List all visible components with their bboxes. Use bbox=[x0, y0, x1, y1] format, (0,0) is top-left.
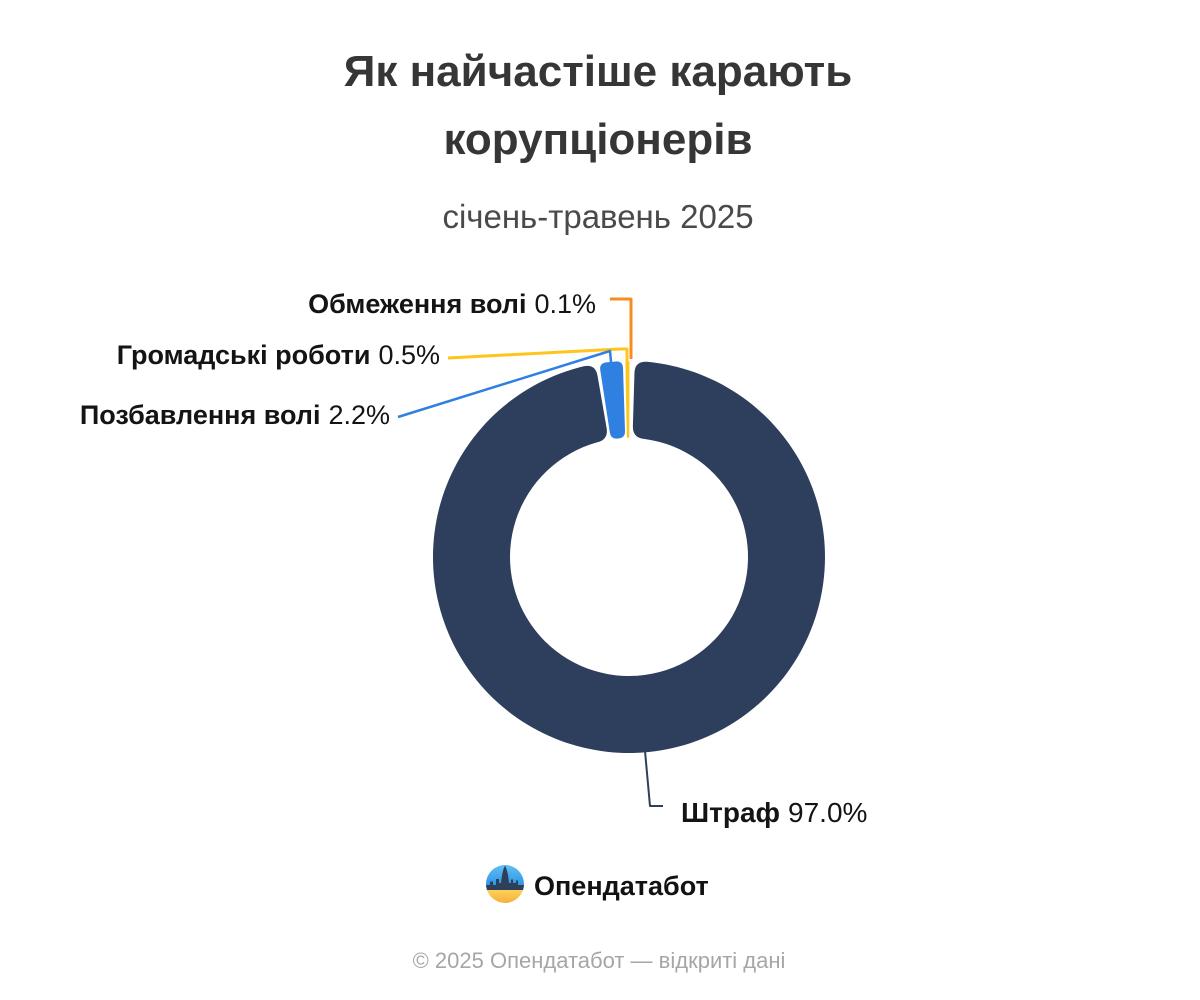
slice-hromadski-roboty bbox=[625, 361, 630, 439]
callout-obmezhennia-value: 0.1% bbox=[534, 289, 596, 319]
opendatabot-logo: Опендатабот bbox=[486, 865, 709, 903]
page-subtitle: січень-травень 2025 bbox=[442, 198, 753, 235]
callout-pozbavlennia-value: 2.2% bbox=[328, 400, 390, 430]
logo-flag-yellow bbox=[486, 886, 524, 903]
slice-pozbavlennia-voli bbox=[600, 361, 626, 439]
callout-hromadski-name: Громадські роботи bbox=[117, 340, 371, 370]
callout-pozbavlennia: Позбавлення волі 2.2% bbox=[80, 400, 390, 430]
footer-copyright: © 2025 Опендатабот — відкриті дані bbox=[413, 948, 786, 973]
donut-chart bbox=[432, 361, 825, 754]
leader-line-hromadski bbox=[447, 347, 629, 361]
callout-shtraf-value: 97.0% bbox=[788, 797, 867, 828]
logo-skyline-silhouette bbox=[486, 865, 524, 890]
callout-pozbavlennia-name: Позбавлення волі bbox=[80, 400, 321, 430]
callout-shtraf-name: Штраф bbox=[681, 797, 780, 828]
page-title-line2: корупціонерів bbox=[443, 115, 752, 164]
opendatabot-logo-text: Опендатабот bbox=[534, 871, 709, 901]
leader-line-pozbavlennia bbox=[397, 349, 613, 419]
callout-obmezhennia-name: Обмеження волі bbox=[308, 289, 526, 319]
callout-hromadski-value: 0.5% bbox=[378, 340, 440, 370]
opendatabot-logo-icon bbox=[486, 865, 524, 903]
page-title-line1: Як найчастіше карають bbox=[344, 47, 853, 96]
callout-hromadski: Громадські роботи 0.5% bbox=[117, 340, 440, 370]
callout-shtraf: Штраф 97.0% bbox=[681, 797, 867, 828]
leader-line-shtraf bbox=[644, 750, 663, 807]
slice-shtraf bbox=[432, 361, 825, 754]
leader-line-obmezhennia bbox=[610, 297, 633, 359]
callout-obmezhennia: Обмеження волі 0.1% bbox=[308, 289, 596, 319]
